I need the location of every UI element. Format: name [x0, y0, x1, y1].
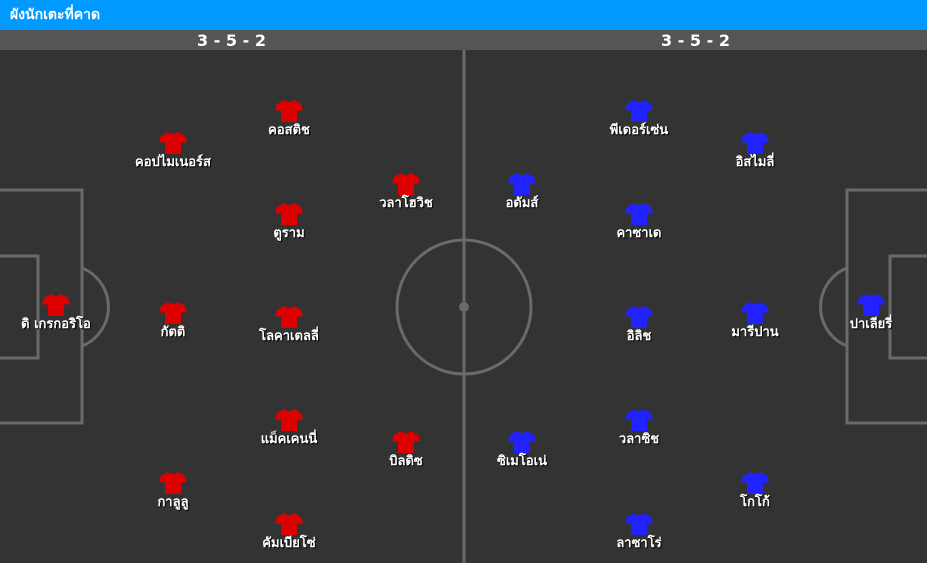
shirt-icon: [275, 306, 303, 328]
home-player: ตูราม: [219, 202, 359, 242]
away-player: คาซาเด: [569, 202, 709, 242]
player-name: โลคาเตลลี่: [259, 329, 319, 344]
player-name: กัตติ: [160, 325, 186, 340]
shirt-icon: [741, 132, 769, 154]
player-name: คาซาเด: [616, 226, 662, 241]
formation-bar: 3 - 5 - 2 3 - 5 - 2: [0, 30, 927, 50]
shirt-icon: [42, 294, 70, 316]
player-name: โกโก้: [740, 495, 770, 510]
shirt-icon: [625, 203, 653, 225]
home-player: คอปไมเนอร์ส: [103, 131, 243, 171]
away-player: พีเดอร์เซ่น: [569, 99, 709, 139]
shirt-icon: [275, 513, 303, 535]
home-player: บิลดิซ: [336, 430, 476, 470]
away-player: อดัมส์: [452, 172, 592, 212]
shirt-icon: [508, 173, 536, 195]
shirt-icon: [159, 472, 187, 494]
pitch-lines: [0, 50, 927, 563]
away-player: อิลิช: [569, 305, 709, 345]
away-player: โกโก้: [685, 471, 825, 511]
away-player: อิสไมลี่: [685, 131, 825, 171]
player-name: อดัมส์: [505, 196, 539, 211]
home-player: คัมเบียโซ่: [219, 512, 359, 552]
shirt-icon: [741, 472, 769, 494]
home-player: คอสติช: [219, 99, 359, 139]
home-player: แม็คเคนนี่: [219, 408, 359, 448]
player-name: อิลิช: [626, 329, 652, 344]
shirt-icon: [508, 431, 536, 453]
shirt-icon: [625, 306, 653, 328]
shirt-icon: [625, 513, 653, 535]
player-name: พีเดอร์เซ่น: [609, 123, 669, 138]
shirt-icon: [159, 302, 187, 324]
home-formation: 3 - 5 - 2: [197, 31, 266, 50]
player-name: คัมเบียโซ่: [262, 536, 316, 551]
player-name: ตูราม: [273, 226, 305, 241]
player-name: อิสไมลี่: [735, 155, 775, 170]
player-name: บิลดิซ: [389, 454, 423, 469]
home-player: กาลูลู: [103, 471, 243, 511]
pitch: ดิ เกรกอริโอกัตติกาลูลู คอปไมเนอร์ส คอสติช…: [0, 50, 927, 563]
player-name: มารีปาน: [731, 325, 779, 340]
home-player: ดิ เกรกอริโอ: [0, 293, 126, 333]
shirt-icon: [392, 173, 420, 195]
player-name: คอสติช: [268, 123, 310, 138]
away-player: วลาซิช: [569, 408, 709, 448]
shirt-icon: [275, 409, 303, 431]
shirt-icon: [275, 100, 303, 122]
shirt-icon: [392, 431, 420, 453]
player-name: วลาซิช: [618, 432, 660, 447]
shirt-icon: [741, 302, 769, 324]
home-player: โลคาเตลลี่: [219, 305, 359, 345]
shirt-icon: [625, 409, 653, 431]
away-player: ซิเมโอเน่: [452, 430, 592, 470]
player-name: วลาโฮวิช: [379, 196, 433, 211]
away-player: มารีปาน: [685, 301, 825, 341]
lineup-title: ผังนักเตะที่คาด: [0, 0, 927, 30]
home-player: กัตติ: [103, 301, 243, 341]
shirt-icon: [625, 100, 653, 122]
player-name: ลาซาโร่: [616, 536, 662, 551]
home-player: วลาโฮวิช: [336, 172, 476, 212]
away-player: ปาเลียรี่: [801, 293, 927, 333]
player-name: ซิเมโอเน่: [497, 454, 547, 469]
away-player: ลาซาโร่: [569, 512, 709, 552]
player-name: ปาเลียรี่: [849, 317, 893, 332]
player-name: คอปไมเนอร์ส: [135, 155, 211, 170]
shirt-icon: [275, 203, 303, 225]
shirt-icon: [857, 294, 885, 316]
player-name: ดิ เกรกอริโอ: [21, 317, 91, 332]
away-formation: 3 - 5 - 2: [661, 31, 730, 50]
player-name: กาลูลู: [157, 495, 189, 510]
player-name: แม็คเคนนี่: [260, 432, 318, 447]
shirt-icon: [159, 132, 187, 154]
